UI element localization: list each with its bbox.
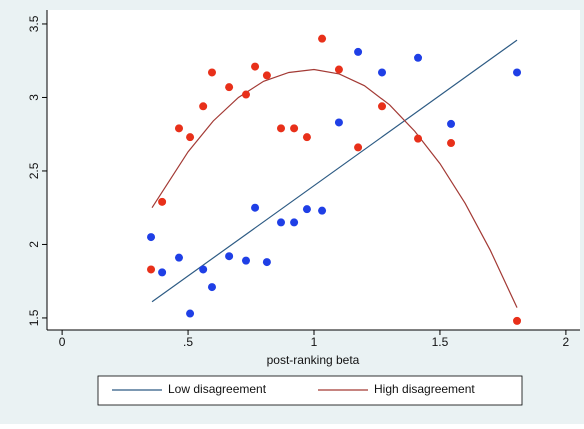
point	[277, 124, 286, 133]
point	[354, 47, 363, 56]
point	[277, 218, 286, 227]
point	[378, 68, 387, 77]
point	[241, 256, 250, 265]
point	[262, 258, 271, 267]
point	[186, 309, 195, 318]
y-tick-label: 2.5	[27, 162, 41, 179]
x-tick-label: 1	[311, 335, 318, 349]
legend-label: Low disagreement	[168, 382, 267, 396]
point	[290, 218, 299, 227]
point	[318, 206, 327, 215]
point	[447, 119, 456, 128]
legend-label: High disagreement	[374, 382, 475, 396]
point	[225, 83, 234, 92]
point	[174, 124, 183, 133]
point	[174, 253, 183, 262]
legend	[97, 375, 523, 406]
x-tick-label: 1.5	[432, 335, 449, 349]
point	[199, 102, 208, 111]
point	[447, 139, 456, 148]
point	[302, 205, 311, 214]
y-tick-label: 2	[27, 241, 41, 248]
point	[241, 90, 250, 99]
y-tick-label: 3	[27, 94, 41, 101]
point	[147, 265, 156, 274]
fit-line	[151, 68, 518, 308]
point	[290, 124, 299, 133]
point	[513, 316, 522, 325]
point	[225, 252, 234, 261]
point	[414, 134, 423, 143]
point	[378, 102, 387, 111]
x-tick-label: .5	[183, 335, 193, 349]
point	[207, 68, 216, 77]
point	[262, 71, 271, 80]
point	[302, 133, 311, 142]
x-axis-title: post-ranking beta	[267, 353, 360, 367]
point	[318, 34, 327, 43]
point	[186, 133, 195, 142]
x-tick-label: 2	[563, 335, 570, 349]
point	[207, 283, 216, 292]
x-tick-label: 0	[59, 335, 66, 349]
point	[251, 62, 260, 71]
point	[158, 268, 167, 277]
plot-area	[47, 10, 580, 330]
point	[513, 68, 522, 77]
y-tick-label: 3.5	[27, 15, 41, 32]
point	[158, 197, 167, 206]
point	[199, 265, 208, 274]
point	[354, 143, 363, 152]
point	[414, 53, 423, 62]
point	[334, 65, 343, 74]
point	[334, 118, 343, 127]
y-tick-label: 1.5	[27, 309, 41, 326]
point	[147, 233, 156, 242]
point	[251, 203, 260, 212]
fit-line	[151, 39, 518, 303]
